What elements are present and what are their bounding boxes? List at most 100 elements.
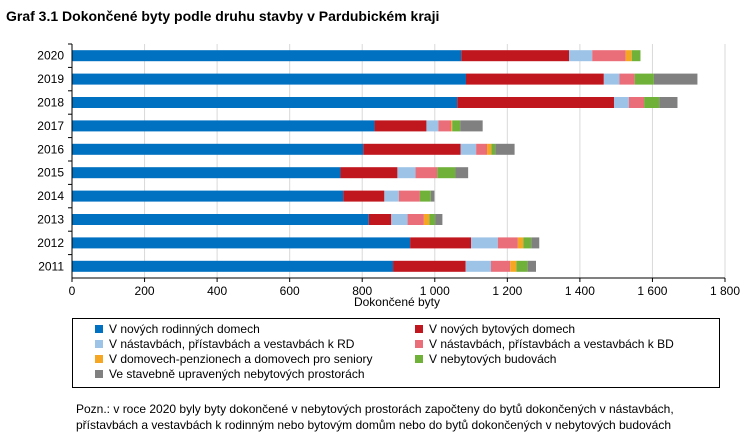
x-tick-label: 1 600	[637, 284, 667, 298]
bar-segment	[72, 237, 411, 249]
bar-segment	[471, 237, 498, 249]
y-tick-label: 2013	[37, 213, 64, 227]
y-tick-label: 2012	[37, 236, 64, 250]
bar-segment	[451, 120, 453, 132]
legend-swatch	[415, 340, 423, 348]
legend-label: Ve stavebně upravených nebytových prosto…	[109, 367, 365, 381]
legend-item: V domovech-penzionech a domovech pro sen…	[95, 352, 372, 366]
legend-item: V nástavbách, přístavbách a vestavbách k…	[415, 337, 674, 351]
x-tick-label: 600	[280, 284, 300, 298]
bar-segment	[625, 50, 632, 62]
bar-chart: 0 200 400 600 800 1 000 1 200 1 400 1 600 1 800 20…	[37, 43, 740, 309]
y-tick-label: 2016	[37, 142, 64, 156]
bar-segment	[619, 73, 635, 85]
bar-segment	[343, 190, 385, 202]
x-tick-label: 400	[207, 284, 227, 298]
x-tick-label: 1 400	[565, 284, 595, 298]
bar-segment	[592, 50, 626, 62]
bars	[72, 50, 698, 272]
bar-segment	[72, 260, 394, 272]
bar-segment	[72, 120, 375, 132]
bar-segment	[415, 167, 438, 179]
bar-segment	[397, 167, 416, 179]
x-tick-label: 0	[69, 284, 76, 298]
bar-segment	[517, 237, 524, 249]
bar-segment	[653, 73, 698, 85]
legend-swatch	[415, 325, 423, 333]
bar-segment	[491, 143, 496, 155]
bar-segment	[628, 97, 645, 108]
bar-segment	[476, 143, 488, 155]
legend-label: V nových rodinných domech	[109, 322, 260, 336]
legend-swatch	[95, 370, 103, 378]
bar-segment	[368, 214, 392, 225]
x-tick-label: 200	[135, 284, 155, 298]
legend-label: V nových bytových domech	[429, 322, 576, 336]
bar-segment	[516, 260, 528, 272]
x-axis-label: Dokončené byty	[354, 295, 440, 309]
chart-title: Graf 3.1 Dokončené byty podle druhu stav…	[6, 8, 440, 24]
y-tick-label: 2015	[37, 166, 64, 180]
bar-segment	[455, 167, 469, 179]
bar-segment	[407, 214, 424, 225]
legend: V nových rodinných domech V nových bytový…	[72, 318, 720, 388]
legend-item: V nových bytových domech	[415, 322, 575, 336]
x-tick-label: 1 800	[710, 284, 740, 298]
bar-segment	[460, 120, 483, 132]
bar-segment	[72, 190, 344, 202]
y-tick-label: 2017	[37, 119, 64, 133]
bar-segment	[72, 167, 341, 179]
bar-segment	[72, 214, 369, 225]
bar-segment	[374, 120, 427, 132]
bar-segment	[497, 237, 518, 249]
x-tick-label: 1 200	[492, 284, 522, 298]
bar-segment	[363, 143, 461, 155]
legend-item: V nebytových budovách	[415, 352, 556, 366]
bar-segment	[461, 50, 570, 62]
bar-segment	[391, 214, 408, 225]
bar-segment	[72, 73, 466, 85]
bar-segment	[72, 50, 462, 62]
bar-segment	[495, 143, 515, 155]
bar-segment	[460, 143, 477, 155]
legend-label: V domovech-penzionech a domovech pro sen…	[109, 352, 373, 366]
bar-segment	[613, 97, 629, 108]
bar-segment	[569, 50, 593, 62]
x-tick-label: 1 000	[420, 284, 450, 298]
bar-segment	[531, 237, 540, 249]
y-tick-label: 2019	[37, 72, 64, 86]
legend-label: V nástavbách, přístavbách a vestavbách k…	[109, 337, 355, 351]
y-tick-label: 2014	[37, 189, 64, 203]
x-tick-label: 800	[352, 284, 372, 298]
bar-segment	[72, 143, 364, 155]
legend-label: V nástavbách, přístavbách a vestavbách k…	[429, 337, 674, 351]
y-tick-label: 2011	[38, 259, 64, 273]
bar-segment	[398, 190, 420, 202]
bar-segment	[634, 73, 654, 85]
footnote: Pozn.: v roce 2020 byly byty dokončené v…	[76, 402, 674, 432]
legend-label: V nebytových budovách	[429, 352, 557, 366]
bar-segment	[72, 97, 458, 108]
axes: 0 200 400 600 800 1 000 1 200 1 400 1 600 1 800 20…	[37, 43, 740, 298]
bar-segment	[452, 120, 461, 132]
legend-swatch	[95, 325, 103, 333]
y-tick-label: 2020	[37, 49, 64, 63]
bar-segment	[465, 260, 492, 272]
bar-segment	[437, 167, 456, 179]
bar-segment	[631, 50, 641, 62]
legend-swatch	[95, 340, 103, 348]
bar-segment	[430, 190, 435, 202]
bar-segment	[603, 73, 620, 85]
bar-segment	[419, 190, 431, 202]
legend-item: Ve stavebně upravených nebytových prosto…	[95, 367, 365, 381]
legend-swatch	[95, 355, 103, 363]
bar-segment	[644, 97, 660, 108]
bar-segment	[426, 120, 439, 132]
bar-segment	[491, 260, 511, 272]
bar-segment	[438, 120, 452, 132]
legend-item: V nových rodinných domech	[95, 322, 260, 336]
bar-segment	[435, 214, 443, 225]
bar-segment	[423, 214, 430, 225]
bar-segment	[523, 237, 532, 249]
bar-segment	[340, 167, 398, 179]
